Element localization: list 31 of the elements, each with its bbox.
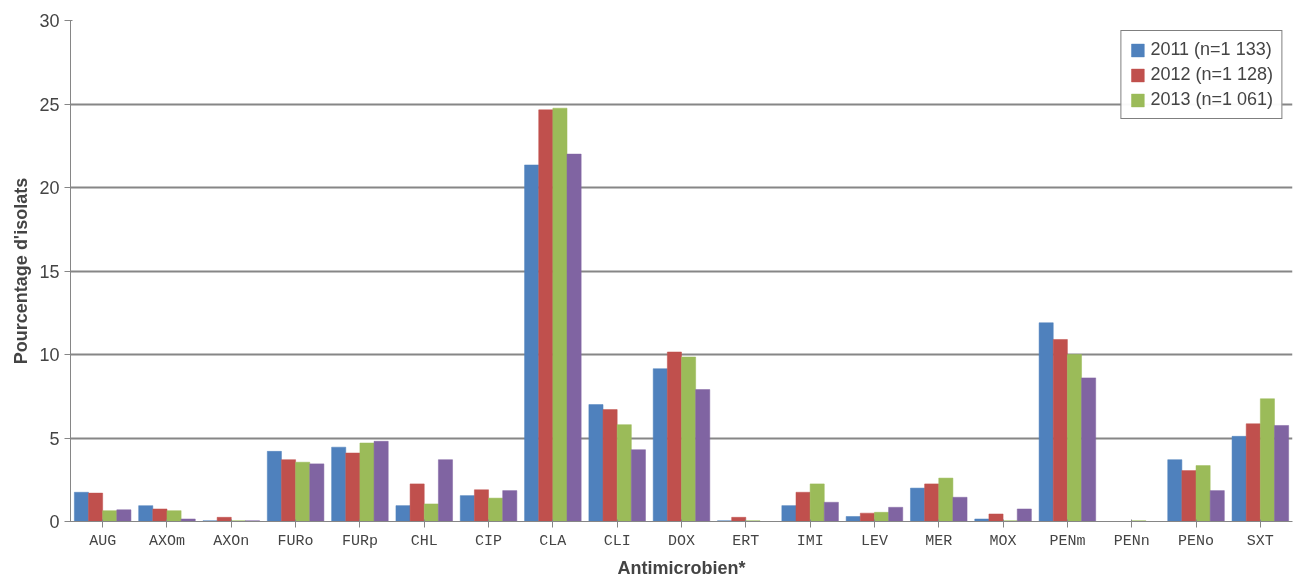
x-tick-label: DOX <box>668 532 696 550</box>
x-tick-label: LEV <box>860 532 888 550</box>
y-tick-label: 20 <box>39 178 60 198</box>
x-tick-label: CIP <box>475 532 503 550</box>
y-tick-label: 10 <box>39 345 60 365</box>
y-tick-label: 25 <box>39 94 60 115</box>
x-tick-label: CHL <box>410 532 438 550</box>
x-axis-title: Antimicrobien* <box>617 557 746 578</box>
x-tick-label: FURp <box>341 532 378 550</box>
y-tick-label: 0 <box>49 512 60 532</box>
x-tick-label: PENo <box>1178 532 1215 550</box>
y-tick-label: 5 <box>49 428 60 449</box>
x-tick-label: MER <box>925 532 953 550</box>
x-tick-label: AUG <box>89 532 117 550</box>
y-tick-label: 30 <box>39 11 60 31</box>
legend-label: 2011 (n=1 133) <box>1150 39 1272 60</box>
x-tick-label: CLA <box>539 532 567 550</box>
x-tick-label: PENn <box>1113 532 1150 550</box>
x-tick-label: AXOm <box>148 532 185 550</box>
x-tick-label: SXT <box>1246 532 1274 550</box>
y-tick-label: 15 <box>39 261 60 282</box>
x-tick-label: FURo <box>277 532 314 550</box>
x-tick-label: MOX <box>989 532 1017 550</box>
x-tick-label: AXOn <box>213 532 250 550</box>
y-axis-title: Pourcentage d'isolats <box>11 177 32 365</box>
x-tick-label: PENm <box>1049 532 1086 550</box>
legend-label: 2013 (n=1 061) <box>1150 89 1273 110</box>
x-tick-label: ERT <box>732 532 760 550</box>
x-tick-label: CLI <box>603 532 631 550</box>
x-tick-label: IMI <box>796 532 824 550</box>
legend-label: 2012 (n=1 128) <box>1150 64 1273 85</box>
